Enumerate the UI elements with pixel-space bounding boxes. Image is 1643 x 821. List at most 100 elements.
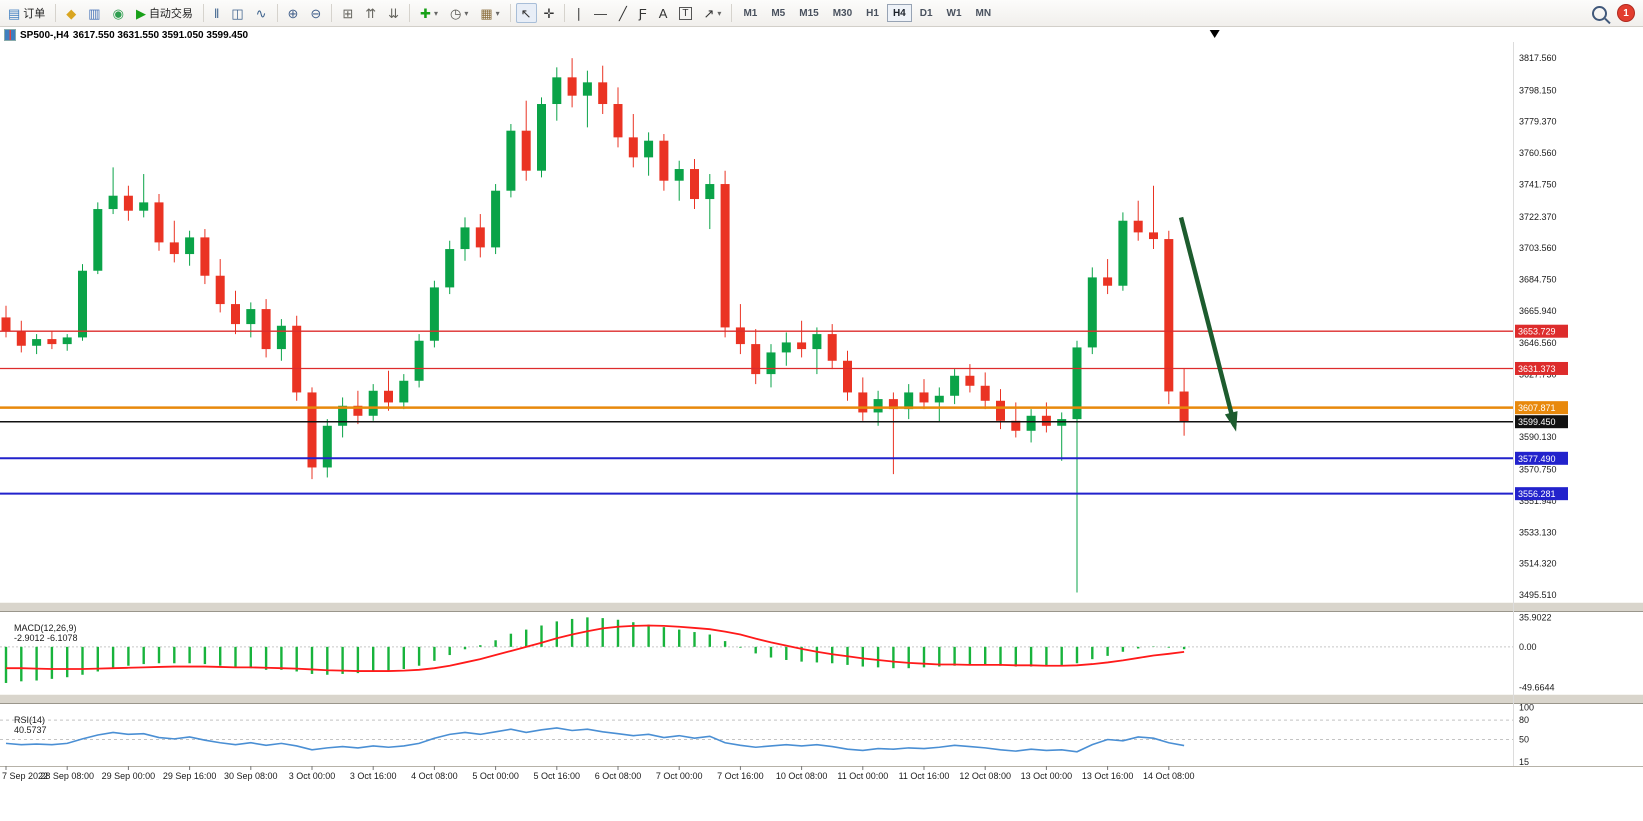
arrange-up-button[interactable]: ⇈ [360, 3, 381, 23]
chart-shift-marker[interactable] [1209, 30, 1220, 38]
candles-layer [1, 58, 1189, 593]
pivot-line-price-tag: 3607.871 [1515, 401, 1568, 415]
time-axis-label: 11 Oct 16:00 [899, 771, 950, 781]
zoom-out-button[interactable]: ⊖ [305, 3, 326, 23]
autotrading-button[interactable]: ▶ 自动交易 [131, 3, 198, 23]
arrows-button[interactable]: ↗ ▾ [699, 3, 727, 23]
timeframe-m1[interactable]: M1 [737, 4, 763, 22]
candle-body [246, 309, 256, 325]
toolbar-items: ▤ 订单 ◆ ▥ ◉ ▶ 自动交易 ‖ ◫ ∿ ⊕ ⊖ ⊞ ⇈ ⇊ ✚ ▾ ◷ ▾ ▦ ▾ ↖ ✛ ∣ ― ╱ Ƒ A T ↗ ▾ M1 M5 M… [2, 0, 998, 26]
periods-button[interactable]: ◷ ▾ [445, 3, 473, 23]
time-axis-label: 5 Oct 16:00 [534, 771, 581, 781]
timeframe-w1[interactable]: W1 [941, 4, 968, 22]
new-order-icon: ▤ [8, 5, 21, 21]
chart-window-icon: ▥ [88, 5, 101, 21]
current-price-line-price-tag: 3599.450 [1515, 415, 1568, 429]
notification-badge[interactable]: 1 [1617, 4, 1635, 22]
candle-body [582, 82, 592, 96]
price-axis-label: 3495.510 [1519, 590, 1557, 600]
candle-body [521, 130, 531, 171]
resistance-line-1-price-tag: 3653.729 [1515, 324, 1568, 338]
candle-body [843, 360, 852, 393]
candle-body [276, 325, 286, 350]
chart-icon [4, 29, 16, 41]
candle-body [735, 327, 745, 345]
timeframe-m15[interactable]: M15 [793, 4, 824, 22]
candle-body [888, 399, 898, 410]
pane-separator[interactable] [0, 694, 1643, 704]
candle-body [996, 400, 1005, 421]
horizontal-line-button[interactable]: ― [589, 3, 612, 23]
svg-text:3599.450: 3599.450 [1518, 417, 1556, 427]
zoom-in-button[interactable]: ⊕ [283, 3, 304, 23]
timeframe-m5[interactable]: M5 [765, 4, 791, 22]
toolbar-separator [55, 4, 57, 22]
timeframe-h4[interactable]: H4 [886, 4, 912, 22]
candlestick-type-button[interactable]: ◫ [226, 3, 248, 23]
trendline-button[interactable]: ╱ [614, 3, 632, 23]
arrange-down-icon: ⇊ [388, 5, 400, 21]
text-label-button[interactable]: T [674, 3, 696, 23]
toolbar-right: 1 [1592, 0, 1635, 26]
time-axis-label: 5 Oct 00:00 [472, 771, 519, 781]
search-icon[interactable] [1592, 5, 1607, 21]
web-terminal-button[interactable]: ◉ [108, 3, 129, 23]
chart-symbol-period: SP500-,H4 [20, 29, 69, 41]
candle-body [766, 352, 776, 375]
crosshair-button[interactable]: ✛ [539, 3, 560, 23]
timeframe-d1[interactable]: D1 [914, 4, 939, 22]
toolbar-separator [276, 4, 278, 22]
chart-background [0, 26, 1643, 821]
arrange-down-button[interactable]: ⇊ [383, 3, 404, 23]
time-axis-label: 3 Oct 00:00 [289, 771, 336, 781]
rsi-axis-label: 80 [1519, 715, 1529, 725]
candle-body [613, 104, 623, 138]
candle-body [460, 227, 470, 250]
macd-histogram [4, 617, 1186, 683]
price-axis-label: 3590.130 [1519, 432, 1557, 442]
drawn-arrow[interactable] [1178, 216, 1237, 427]
fibonacci-button[interactable]: Ƒ [634, 3, 652, 23]
candle-body [1057, 419, 1067, 426]
candle-body [185, 237, 195, 255]
timeframe-h1[interactable]: H1 [860, 4, 885, 22]
dropdown-caret-icon: ▾ [433, 8, 438, 18]
pane-separator[interactable] [0, 602, 1643, 612]
candle-body [231, 304, 240, 325]
new-order-button[interactable]: ▤ 订单 [3, 3, 50, 23]
dropdown-caret-icon: ▾ [717, 8, 722, 18]
candle-body [812, 334, 822, 350]
cursor-button[interactable]: ↖ [515, 3, 537, 23]
candle-body [1133, 220, 1143, 233]
templates-button[interactable]: ▦ ▾ [475, 3, 504, 23]
price-axis-label: 3741.750 [1519, 179, 1557, 189]
candle-body [858, 392, 868, 413]
market-watch-button[interactable]: ◆ [61, 3, 81, 23]
timeframe-m30[interactable]: M30 [827, 4, 858, 22]
tile-windows-button[interactable]: ⊞ [337, 3, 358, 23]
candle-body [445, 249, 455, 288]
timeframe-mn[interactable]: MN [970, 4, 998, 22]
candle-body [1026, 415, 1036, 431]
price-axis-label: 3533.130 [1519, 527, 1557, 537]
vertical-line-button[interactable]: ∣ [570, 3, 587, 23]
candlestick-type-icon: ◫ [231, 5, 244, 21]
price-axis-label: 3703.560 [1519, 243, 1557, 253]
zoom-out-icon: ⊖ [310, 5, 322, 21]
autotrading-label: 自动交易 [148, 8, 193, 20]
line-chart-type-button[interactable]: ∿ [251, 3, 272, 23]
time-axis-label: 12 Oct 08:00 [959, 771, 1011, 781]
candle-body [154, 202, 164, 243]
bar-chart-type-button[interactable]: ‖ [209, 3, 224, 23]
chart-window-button[interactable]: ▥ [83, 3, 105, 23]
add-indicator-button[interactable]: ✚ ▾ [415, 3, 443, 23]
text-button[interactable]: A [654, 3, 673, 23]
time-axis-label: 30 Sep 08:00 [224, 771, 278, 781]
time-axis-label: 7 Oct 00:00 [656, 771, 703, 781]
new-order-label: 订单 [23, 8, 46, 20]
candle-body [919, 392, 929, 403]
candle-body [338, 405, 348, 426]
price-axis-label: 3722.370 [1519, 212, 1557, 222]
